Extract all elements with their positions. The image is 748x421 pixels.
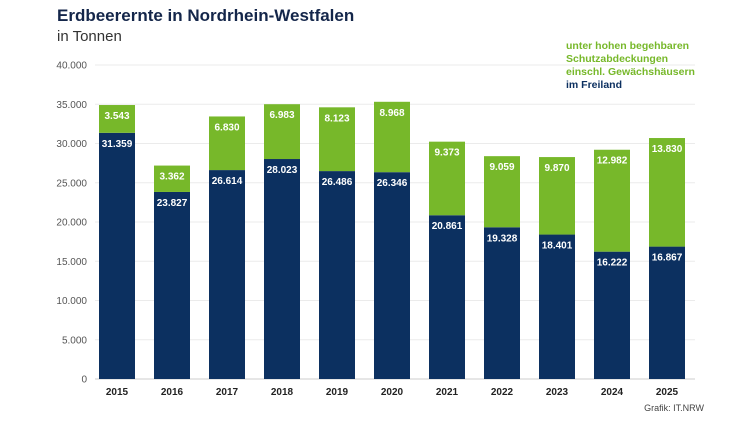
data-label: 9.059 [489, 162, 514, 173]
bar-covered [374, 101, 410, 173]
bar-open-field [429, 215, 465, 379]
source-note: Grafik: IT.NRW [644, 403, 704, 413]
data-label: 9.373 [434, 148, 459, 159]
x-tick-label: 2022 [491, 387, 514, 398]
data-label: 16.222 [597, 258, 628, 269]
x-tick-label: 2020 [381, 387, 404, 398]
data-label: 3.362 [159, 172, 184, 183]
data-label: 20.861 [432, 221, 463, 232]
data-label: 12.982 [597, 156, 628, 167]
bar-covered [99, 105, 135, 133]
legend-label-line: einschl. Gewächshäusern [566, 66, 695, 78]
y-tick-label: 25.000 [56, 178, 87, 189]
y-tick-label: 30.000 [56, 139, 87, 150]
bar-open-field [154, 191, 190, 379]
data-label: 16.867 [652, 253, 683, 264]
bar-covered [594, 149, 630, 252]
bar-covered [484, 156, 520, 228]
bar-covered [319, 107, 355, 172]
bar-covered [539, 157, 575, 235]
bar-covered [264, 104, 300, 160]
data-label: 9.870 [544, 163, 569, 174]
chart-title: Erdbeerernte in Nordrhein-Westfalen [57, 6, 355, 25]
y-tick-label: 0 [81, 375, 87, 386]
bar-covered [649, 138, 685, 247]
data-label: 26.486 [322, 177, 353, 188]
x-tick-label: 2016 [161, 387, 184, 398]
data-label: 18.401 [542, 241, 573, 252]
data-label: 28.023 [267, 165, 298, 176]
data-label: 8.123 [324, 113, 349, 124]
data-label: 31.359 [102, 139, 133, 150]
data-label: 13.830 [652, 144, 683, 155]
bar-open-field [374, 172, 410, 379]
x-tick-label: 2024 [601, 387, 624, 398]
x-tick-label: 2021 [436, 387, 459, 398]
data-label: 19.328 [487, 233, 518, 244]
x-tick-label: 2018 [271, 387, 294, 398]
data-label: 23.827 [157, 198, 188, 209]
legend-item-covered: unter hohen begehbaren Schutzabdeckungen… [566, 40, 695, 79]
legend-label-line: unter hohen begehbaren [566, 40, 690, 52]
x-tick-label: 2025 [656, 387, 679, 398]
bar-open-field [264, 159, 300, 379]
bar-open-field [594, 251, 630, 379]
bar-open-field [484, 227, 520, 379]
bar-open-field [209, 170, 245, 379]
bar-covered [154, 165, 190, 192]
bar-open-field [99, 132, 135, 379]
x-tick-label: 2023 [546, 387, 569, 398]
x-tick-label: 2015 [106, 387, 129, 398]
data-label: 3.543 [104, 111, 129, 122]
x-tick-label: 2019 [326, 387, 349, 398]
data-label: 26.614 [212, 176, 243, 187]
y-tick-label: 5.000 [62, 335, 87, 346]
y-tick-label: 40.000 [56, 61, 87, 72]
bar-open-field [649, 246, 685, 379]
y-tick-label: 15.000 [56, 257, 87, 268]
data-label: 6.830 [214, 122, 239, 133]
x-tick-label: 2017 [216, 387, 239, 398]
bar-open-field [539, 234, 575, 379]
legend-item-open-field: im Freiland [566, 79, 623, 91]
bar-open-field [319, 171, 355, 379]
y-tick-label: 10.000 [56, 296, 87, 307]
bar-covered [209, 116, 245, 171]
y-tick-label: 35.000 [56, 100, 87, 111]
bar-covered [429, 141, 465, 216]
data-label: 8.968 [379, 108, 404, 119]
data-label: 6.983 [269, 110, 294, 121]
chart-subtitle: in Tonnen [57, 28, 122, 45]
legend-label-line: Schutzabdeckungen [566, 53, 669, 65]
y-tick-label: 20.000 [56, 218, 87, 229]
data-label: 26.346 [377, 178, 408, 189]
